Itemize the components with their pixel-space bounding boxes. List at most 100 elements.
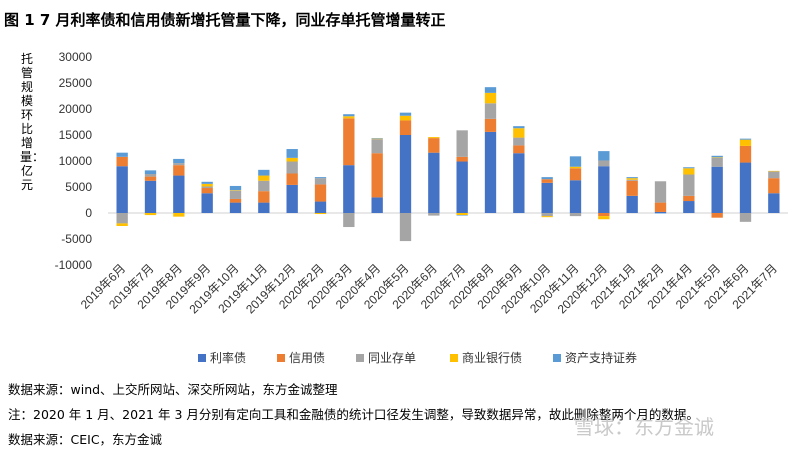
bar-segment [428, 138, 440, 153]
bar-segment [286, 157, 298, 162]
bar-segment [513, 145, 525, 154]
bar-segment [314, 201, 327, 213]
legend-swatch [356, 354, 364, 362]
bar-segment [513, 137, 525, 146]
bar-segment [739, 162, 752, 213]
bar-segment [201, 193, 213, 213]
bar-segment [484, 103, 497, 119]
bar-segment [258, 169, 270, 176]
bar-segment [711, 213, 723, 218]
bar-segment [258, 175, 270, 181]
bar-segment [201, 183, 213, 187]
legend-swatch [198, 354, 206, 362]
bar-segment [569, 166, 582, 169]
bar-segment [371, 138, 383, 139]
bar-segment [201, 186, 213, 189]
bar-segment [286, 149, 298, 158]
bar-segment [626, 178, 638, 180]
bar-segment [456, 130, 468, 157]
bar-segment [711, 157, 723, 167]
bar-segment [569, 180, 582, 213]
bar-segment [739, 145, 752, 163]
bar-segment [399, 112, 412, 116]
y-tick-label: 10000 [59, 154, 93, 168]
bar-segment [343, 165, 355, 213]
bar-segment [739, 213, 752, 222]
bar-segment [626, 177, 638, 179]
bar-segment [484, 87, 497, 93]
bar-segment [683, 167, 695, 169]
bar-segment [144, 180, 157, 213]
bar-segment [229, 198, 242, 203]
bar-segment [541, 216, 553, 218]
chart-title: 图 1 7 月利率债和信用债新增托管量下降，同业存单托管增量转正 [4, 11, 446, 29]
bar-segment [768, 178, 780, 194]
bar-segment [144, 174, 157, 177]
bar-segment [739, 139, 752, 146]
bar-segment [626, 195, 638, 213]
bar-segment [484, 92, 497, 104]
bar-segment [654, 202, 667, 212]
bar-segment [144, 170, 157, 174]
data-source-note-2: 数据来源：CEIC，东方金诚 [8, 432, 163, 447]
stacked-bar-chart: -10000 -5000 0 5000 10000 15000 20000 25000 3000… [55, 50, 788, 365]
bar-segment [513, 126, 525, 129]
bar-segment [541, 182, 553, 213]
legend-swatch [277, 354, 285, 362]
bar-segment [201, 181, 213, 184]
bar-segment [314, 184, 327, 202]
y-tick-label: 0 [85, 206, 92, 220]
bar-segment [116, 213, 128, 224]
bar-segment [399, 115, 412, 121]
bar-segment [711, 157, 723, 158]
bar-segment [399, 213, 412, 242]
legend-label: 同业存单 [368, 351, 416, 365]
bar-segment [371, 139, 383, 154]
y-tick-label: -5000 [61, 232, 92, 246]
bar-segment [314, 177, 327, 179]
legend-label: 资产支持证券 [565, 350, 637, 365]
bar-segment [456, 215, 468, 216]
bar-segment [314, 213, 327, 215]
y-tick-label: -10000 [55, 258, 93, 272]
bar-segment [229, 202, 242, 213]
y-tick-label: 15000 [59, 128, 93, 142]
bar-segment [116, 223, 128, 226]
bar-segment [343, 213, 355, 228]
y-axis-label: 托管规模环比增量：亿元 [20, 52, 45, 192]
bar-segment [513, 128, 525, 138]
bar-segment [598, 160, 610, 167]
bar-segment [286, 184, 298, 213]
bar-segment [456, 156, 468, 162]
bar-segment [229, 190, 242, 199]
bar-segment [598, 216, 610, 220]
bar-segment [428, 152, 440, 213]
legend-label: 信用债 [289, 351, 325, 365]
legend-swatch [553, 354, 561, 362]
bar-segment [598, 151, 610, 161]
bar-segment [768, 171, 780, 179]
bar-segment [286, 161, 298, 174]
bar-segment [711, 166, 723, 213]
bar-segment [116, 166, 128, 213]
bar-segment [428, 213, 440, 216]
bar-segment [598, 213, 610, 217]
bar-segment [456, 213, 468, 216]
bar-segment [541, 177, 553, 180]
bar-segment [739, 138, 752, 140]
bar-segment [768, 193, 780, 213]
bar-segment [569, 156, 582, 167]
bar-segment [173, 213, 185, 217]
y-tick-label: 5000 [65, 180, 92, 194]
bar-segment [569, 213, 582, 217]
bar-segment [258, 202, 270, 213]
bar-segment [144, 176, 157, 181]
bar-segment [343, 118, 355, 166]
bar-segment [173, 158, 185, 164]
bar-segment [343, 116, 355, 119]
bar-segment [626, 179, 638, 181]
bar-segment [173, 165, 185, 176]
bar-segment [201, 188, 213, 194]
bar-segment [456, 161, 468, 213]
bar-segment [683, 168, 695, 175]
